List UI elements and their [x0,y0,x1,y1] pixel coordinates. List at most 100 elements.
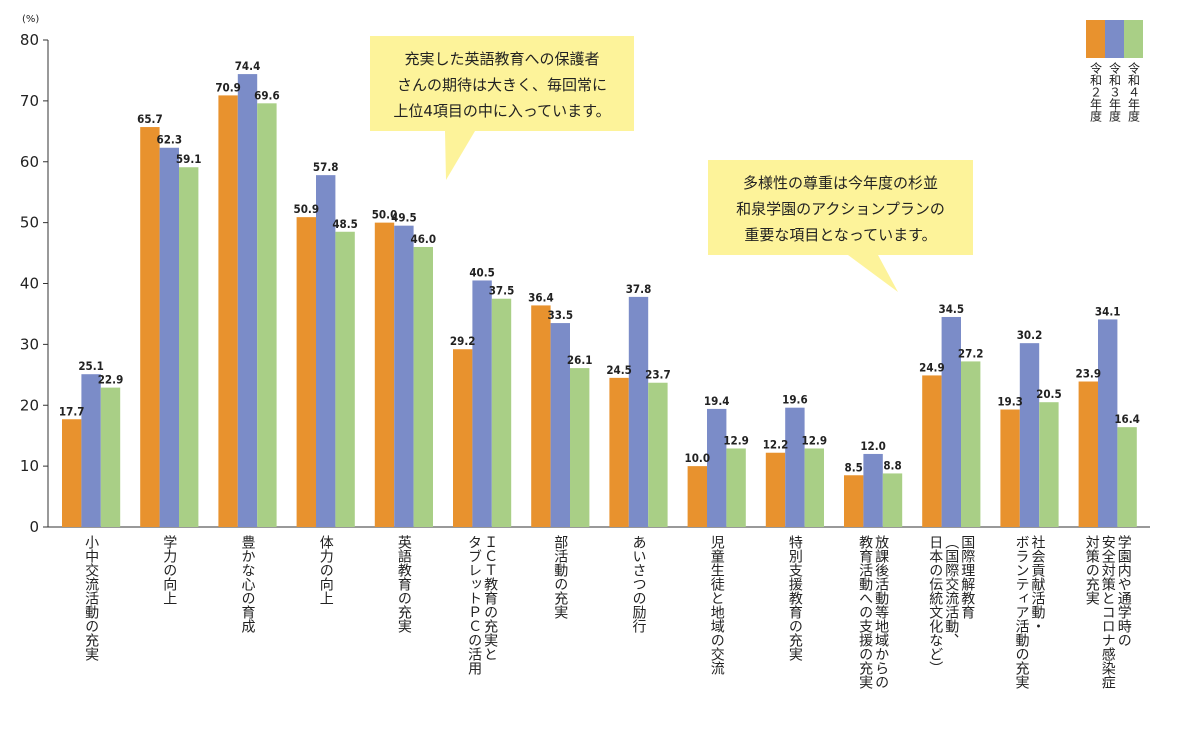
bar [81,374,101,527]
legend-label: 令和２年度 [1089,61,1103,122]
bar [1098,319,1118,527]
legend-label: 令和４年度 [1127,61,1141,122]
category-label: 放課後活動等地域からの [873,535,889,689]
category-label: あいさつの励行 [631,535,647,634]
bar [863,453,883,527]
data-label: 24.5 [606,363,632,377]
category-label: 部活動の充実 [552,535,568,619]
bar [1000,409,1020,527]
legend-label: 令和３年度 [1108,61,1122,122]
category-label: 教育活動への支援の充実 [857,535,873,689]
data-label: 37.5 [489,284,515,298]
bar [707,408,727,527]
bar [140,127,160,528]
data-label: 49.5 [391,211,417,225]
bar [374,222,395,527]
category-label: 日本の伝統文化など） [927,535,943,675]
bar [550,323,570,527]
data-label: 27.2 [958,346,984,360]
category-label: 英語教育の充実 [396,534,412,633]
axes: (%) 0 10 20 30 40 50 60 70 80 [20,14,1150,536]
category-label: ＩＣＴ教育の充実と [482,535,498,661]
category-label: 児童生徒と地域の交流 [709,535,725,676]
category-label: 小中交流活動の充実 [83,535,99,661]
category-label: ボランティア活動の充実 [1014,535,1030,689]
data-label: 30.2 [1017,328,1043,342]
y-unit-label: (%) [22,14,39,25]
data-label: 62.3 [157,133,183,147]
legend-swatch [1086,20,1105,58]
callout-line: 充実した英語教育への保護者 [404,50,599,68]
legend: 令和２年度 令和３年度 令和４年度 [1086,20,1143,122]
y-tick-label: 10 [20,457,39,475]
bar [922,375,942,527]
data-label: 74.4 [235,59,261,73]
data-label: 29.2 [450,334,476,348]
callout-line: 上位4項目の中に入っています。 [393,102,610,120]
data-label: 8.5 [845,460,863,474]
data-label: 65.7 [137,112,163,126]
bar [296,217,316,528]
category-label: （国際交流活動、 [943,535,959,647]
data-label: 12.2 [763,438,789,452]
callout-line: 重要な項目となっています。 [744,226,936,244]
y-tick-label: 70 [20,92,39,110]
bar [628,296,649,527]
y-tick-label: 80 [20,31,39,49]
bar [785,407,805,527]
data-label: 50.9 [294,202,320,216]
y-tick-label: 30 [20,335,39,353]
category-label: 特別支援教育の充実 [787,535,803,661]
data-label: 17.7 [59,404,85,418]
bar [844,475,864,527]
category-label: 安全対策とコロナ感染症 [1100,535,1116,689]
bar [62,419,82,527]
legend-swatch [1124,20,1143,58]
bar [237,74,258,527]
bar [257,103,277,527]
bar [218,95,238,528]
bar [1039,402,1059,527]
data-label: 12.0 [860,439,886,453]
data-label: 23.7 [645,368,671,382]
category-label: 国際理解教育 [959,535,975,619]
y-tick-label: 60 [20,153,39,171]
category-label: 対策の充実 [1084,535,1100,605]
bar [1078,381,1098,527]
bar [394,225,414,527]
data-label: 23.9 [1076,367,1102,381]
bar [1019,343,1040,527]
category-label: 社会貢献活動・ [1030,535,1046,633]
callout-line: さんの期待は大きく、毎回常に [397,76,607,94]
bar [687,466,707,527]
bar [882,473,903,527]
bar [1117,427,1137,527]
data-labels: 17.7 25.122.9 65.7 62.3 59.1 70.9 74.4 69.6 50.9… [59,59,1140,474]
data-label: 34.1 [1095,304,1121,318]
data-label: 19.4 [704,394,730,408]
data-label: 69.6 [254,88,280,102]
category-labels: 小中交流活動の充実 学力の向上 豊かな心の育成 体力の向上 英語教育の充実 ＩＣＴ教育の充… [83,534,1132,689]
data-label: 19.6 [782,393,808,407]
data-label: 36.4 [528,290,554,304]
legend-swatch [1105,20,1124,58]
bar [453,349,473,527]
bar [570,368,590,527]
data-label: 57.8 [313,160,339,174]
bar [941,316,961,527]
callout-line: 多様性の尊重は今年度の杉並 [743,174,938,192]
callout-tail [445,131,475,180]
data-label: 12.9 [802,433,828,447]
data-label: 10.0 [685,451,711,465]
data-label: 40.5 [469,265,495,279]
y-tick-label: 0 [29,518,39,536]
data-label: 26.1 [567,353,593,367]
category-label: 豊かな心の育成 [240,535,256,634]
bar [335,231,355,527]
bar [531,305,551,527]
data-label: 37.8 [626,282,652,296]
data-label: 48.5 [332,217,358,231]
data-label: 50.0 [372,208,398,222]
bar [472,280,492,527]
